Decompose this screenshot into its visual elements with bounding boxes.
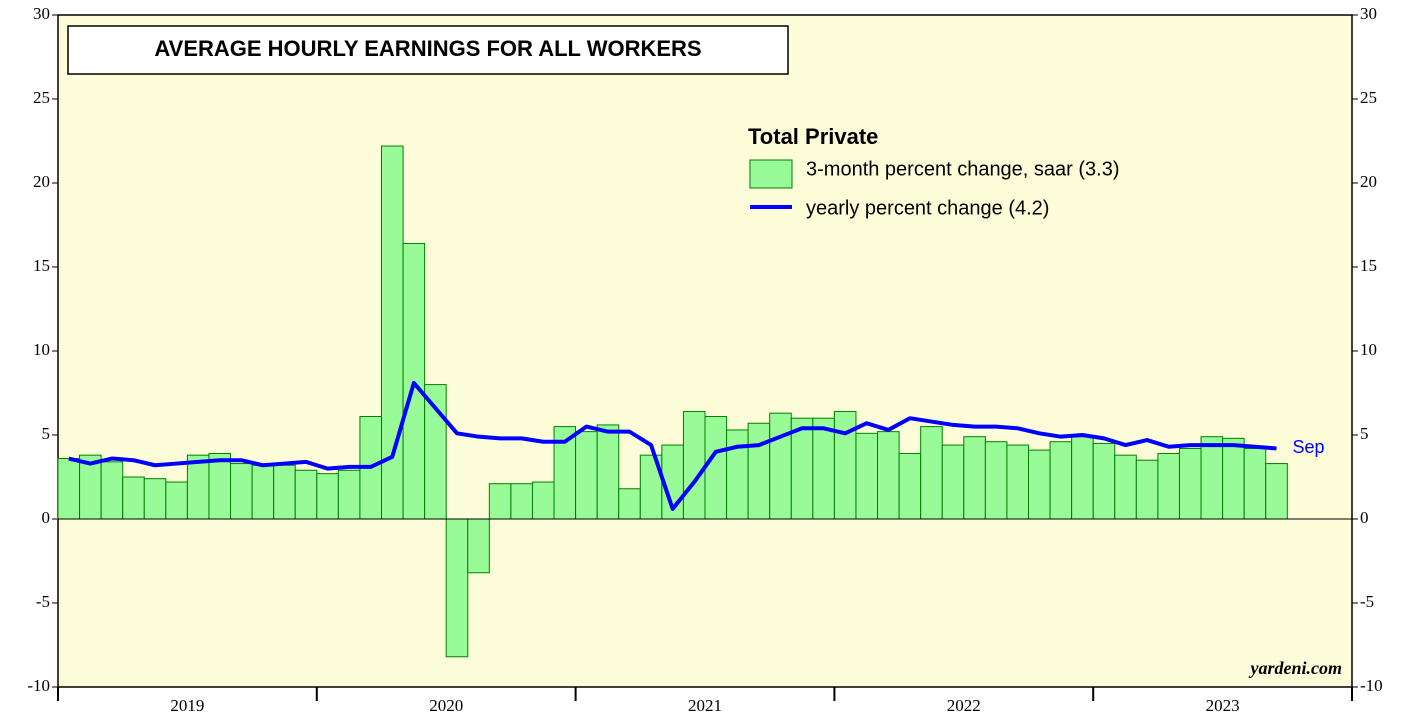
bar (337, 469, 361, 520)
bar (596, 424, 620, 520)
y2-tick-label: 5 (1360, 424, 1369, 443)
bar (294, 469, 318, 520)
bar (1049, 441, 1073, 520)
line-annotation: Sep (1293, 437, 1325, 457)
y2-tick-label: 10 (1360, 340, 1377, 359)
bar (1071, 436, 1094, 520)
plot-area (57, 14, 1353, 688)
y2-tick-label: -5 (1360, 592, 1374, 611)
bar (510, 483, 533, 520)
bar (122, 476, 145, 520)
y2-tick-label: 15 (1360, 256, 1377, 275)
chart-title: AVERAGE HOURLY EARNINGS FOR ALL WORKERS (154, 36, 701, 61)
x-tick-label: 2020 (429, 696, 463, 715)
y2-tick-label: 25 (1360, 88, 1377, 107)
bar (877, 431, 900, 520)
bar (467, 518, 490, 574)
bar (1222, 437, 1245, 520)
bar (57, 458, 81, 520)
x-tick-label: 2023 (1206, 696, 1240, 715)
bar (165, 481, 188, 520)
line-series (68, 380, 1277, 511)
bar (726, 429, 749, 520)
legend-entry: 3-month percent change, saar (3.3) (806, 158, 1120, 180)
y-tick-label: -5 (36, 592, 50, 611)
y-tick-label: 0 (42, 508, 51, 527)
x-tick-label: 2021 (688, 696, 722, 715)
bar (531, 481, 555, 520)
bar (208, 452, 232, 520)
bar (1265, 463, 1288, 520)
y-tick-label: 15 (33, 256, 50, 275)
bar (1178, 447, 1202, 520)
bar (812, 417, 835, 520)
bar (1243, 447, 1267, 520)
y-tick-label: 20 (33, 172, 50, 191)
bar (769, 412, 792, 520)
bar (1157, 452, 1180, 520)
bar (898, 452, 922, 520)
bar (618, 488, 641, 520)
bar (1135, 459, 1159, 520)
y-tick-label: 30 (33, 4, 50, 23)
y-tick-label: 25 (33, 88, 50, 107)
bar (488, 483, 512, 520)
y2-tick-label: 0 (1360, 508, 1369, 527)
x-tick-label: 2022 (947, 696, 981, 715)
bar (251, 464, 275, 520)
bar (230, 463, 253, 520)
legend-entry: yearly percent change (4.2) (806, 197, 1049, 219)
bar (381, 145, 404, 520)
y-tick-label: -10 (27, 676, 50, 695)
bar (1006, 444, 1030, 520)
bar (941, 444, 965, 520)
bar (143, 478, 167, 520)
legend-title: Total Private (748, 124, 878, 149)
bar (186, 454, 210, 520)
bar (1200, 436, 1224, 520)
bar (1028, 449, 1051, 520)
bar (1092, 442, 1116, 520)
legend-swatch (749, 159, 793, 189)
bar (316, 473, 339, 520)
bar (273, 464, 296, 520)
x-tick-label: 2019 (170, 696, 204, 715)
y2-tick-label: -10 (1360, 676, 1383, 695)
bar (1114, 454, 1137, 520)
y2-tick-label: 30 (1360, 4, 1377, 23)
title-box (67, 25, 789, 75)
bar (984, 441, 1008, 520)
bar (575, 431, 598, 520)
bar (920, 426, 943, 520)
bar (855, 432, 879, 520)
y2-tick-label: 20 (1360, 172, 1377, 191)
y-tick-label: 5 (42, 424, 51, 443)
bar (963, 436, 986, 520)
bar (424, 384, 447, 520)
source: yardeni.com (1249, 658, 1343, 678)
bar (445, 518, 469, 658)
y-tick-label: 10 (33, 340, 50, 359)
bar (747, 422, 771, 520)
bar (704, 416, 728, 520)
bar (682, 410, 706, 520)
bar (100, 461, 124, 520)
